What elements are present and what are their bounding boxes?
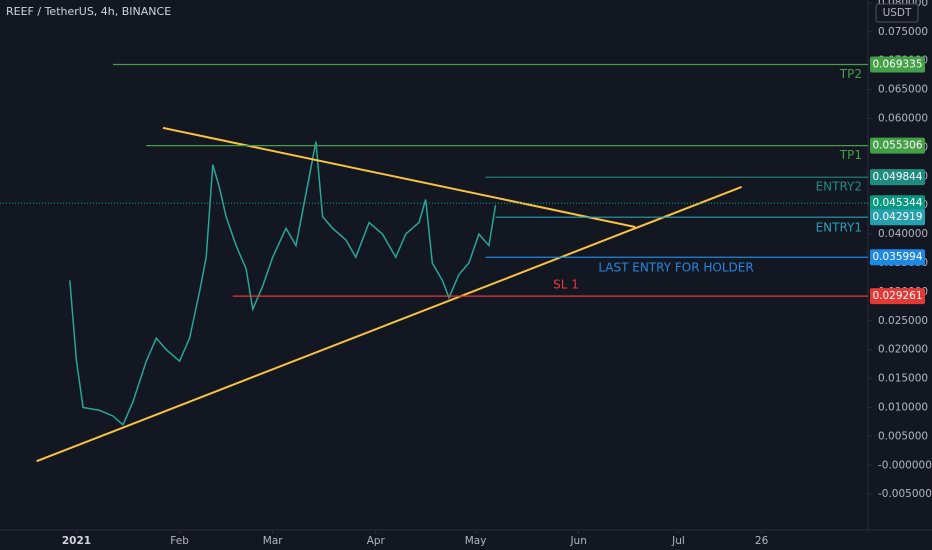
price-badge bbox=[870, 195, 925, 212]
x-tick-label: Mar bbox=[263, 535, 283, 547]
level-label: TP1 bbox=[839, 148, 862, 162]
y-tick-label: 0.005000 bbox=[878, 430, 928, 442]
x-tick-label: May bbox=[465, 535, 487, 547]
trendline bbox=[162, 126, 636, 228]
y-tick-label: 0.025000 bbox=[878, 315, 928, 327]
unit-label: USDT bbox=[883, 7, 912, 19]
y-tick-label: 0.060000 bbox=[878, 112, 928, 124]
trendline bbox=[36, 185, 742, 463]
price-badge-label: 0.049844 bbox=[872, 171, 922, 183]
x-tick-label: 26 bbox=[755, 535, 769, 547]
level-label: ENTRY2 bbox=[816, 180, 862, 194]
level-label: LAST ENTRY FOR HOLDER bbox=[598, 261, 753, 275]
price-badge bbox=[870, 169, 925, 186]
y-tick-label: 0.020000 bbox=[878, 344, 928, 356]
price-badge bbox=[870, 137, 925, 154]
price-badge-label: 0.042919 bbox=[872, 211, 922, 223]
price-badge-label: 0.055306 bbox=[872, 140, 922, 152]
plot bbox=[0, 63, 868, 463]
price-badge-label: 0.045344 bbox=[872, 197, 922, 209]
x-tick-label: 2021 bbox=[62, 535, 91, 547]
price-badge bbox=[870, 56, 925, 73]
y-tick-label: 0.010000 bbox=[878, 401, 928, 413]
price-badge-label: 0.035994 bbox=[872, 251, 922, 263]
price-badge bbox=[870, 209, 925, 226]
level-label: ENTRY1 bbox=[816, 221, 862, 235]
level-label: SL 1 bbox=[553, 278, 579, 292]
y-tick-label: -0.005000 bbox=[878, 488, 932, 500]
price-badge-label: 0.029261 bbox=[872, 290, 922, 302]
unit-box bbox=[875, 3, 919, 23]
level-label: TP2 bbox=[839, 67, 862, 81]
y-tick-label: -0.000000 bbox=[878, 459, 932, 471]
x-tick-label: Apr bbox=[367, 535, 386, 547]
y-tick-label: 0.040000 bbox=[878, 228, 928, 240]
x-tick-label: Jun bbox=[569, 535, 586, 547]
chart-title: REEF / TetherUS, 4h, BINANCE bbox=[6, 5, 171, 18]
price-badge bbox=[870, 249, 925, 266]
x-tick-label: Feb bbox=[170, 535, 189, 547]
price-line bbox=[69, 141, 497, 427]
price-badge-label: 0.069335 bbox=[872, 59, 922, 71]
y-tick-label: 0.075000 bbox=[878, 26, 928, 38]
x-tick-label: Jul bbox=[671, 535, 685, 547]
price-badge bbox=[870, 288, 925, 305]
y-tick-label: 0.015000 bbox=[878, 373, 928, 385]
y-tick-label: 0.065000 bbox=[878, 84, 928, 96]
